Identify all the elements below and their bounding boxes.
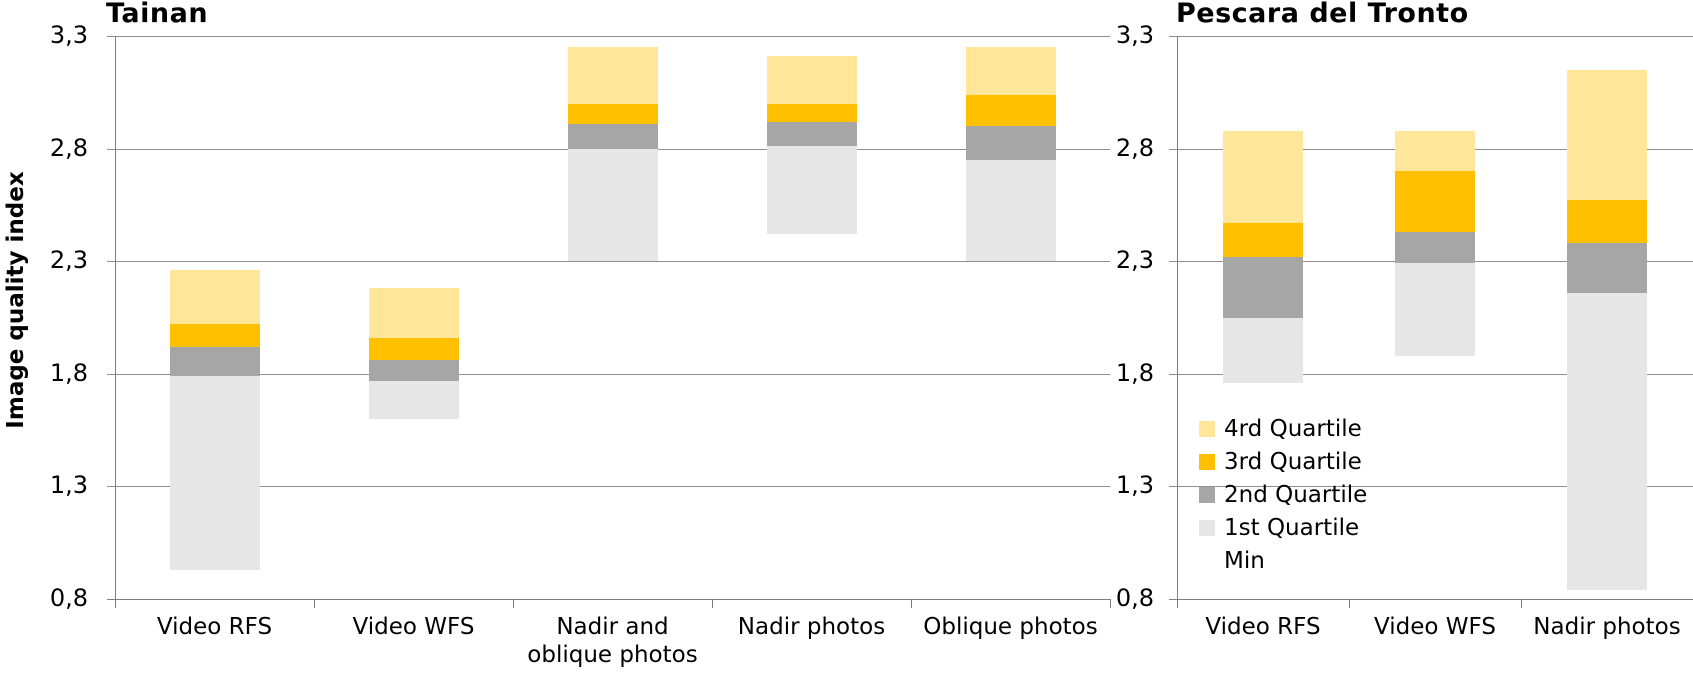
bar-segment-3rd-quartile bbox=[568, 104, 658, 124]
y-tick-label: 3,3 bbox=[49, 21, 88, 49]
bar-segment-2nd-quartile bbox=[966, 126, 1056, 160]
chart-title-pescara: Pescara del Tronto bbox=[1176, 0, 1469, 29]
bar-segment-1st-quartile bbox=[1395, 263, 1475, 356]
bar-segment-3rd-quartile bbox=[1567, 200, 1647, 243]
x-category-label: Oblique photos bbox=[923, 614, 1098, 640]
bar-segment-3rd-quartile bbox=[1223, 223, 1303, 257]
bar-segment-3rd-quartile bbox=[966, 95, 1056, 126]
x-axis-tick bbox=[1110, 599, 1111, 608]
bar-segment-1st-quartile bbox=[369, 381, 459, 419]
bar-segment-4rd-quartile bbox=[170, 270, 260, 324]
x-axis-tick bbox=[115, 599, 116, 608]
bar-segment-3rd-quartile bbox=[767, 104, 857, 122]
x-axis-tick bbox=[1521, 599, 1522, 608]
x-axis-line bbox=[107, 599, 1110, 600]
legend-swatch bbox=[1199, 553, 1215, 569]
bar-segment-1st-quartile bbox=[568, 149, 658, 261]
y-tick-label: 2,3 bbox=[49, 246, 88, 274]
legend-item: Min bbox=[1199, 544, 1367, 577]
gridline bbox=[1169, 486, 1693, 487]
bar-segment-2nd-quartile bbox=[369, 360, 459, 381]
x-category-label: Video RFS bbox=[1205, 614, 1321, 640]
legend-label: Min bbox=[1224, 547, 1265, 574]
x-category-label: Nadir and bbox=[556, 614, 669, 640]
bar-segment-4rd-quartile bbox=[568, 47, 658, 104]
bar-segment-4rd-quartile bbox=[1395, 131, 1475, 171]
x-axis-tick bbox=[314, 599, 315, 608]
legend: 4rd Quartile 3rd Quartile 2nd Quartile 1st … bbox=[1199, 412, 1367, 577]
bar-segment-4rd-quartile bbox=[1223, 131, 1303, 223]
chart-title-tainan: Tainan bbox=[106, 0, 209, 29]
y-axis-title: Image quality index bbox=[3, 171, 29, 429]
bar-segment-1st-quartile bbox=[767, 146, 857, 234]
x-axis-tick bbox=[1349, 599, 1350, 608]
y-tick-label: 1,8 bbox=[1115, 359, 1154, 387]
bar-segment-1st-quartile bbox=[1223, 318, 1303, 383]
bar-segment-4rd-quartile bbox=[369, 288, 459, 338]
gridline bbox=[1169, 36, 1693, 37]
bar-segment-4rd-quartile bbox=[1567, 70, 1647, 200]
legend-item: 4rd Quartile bbox=[1199, 412, 1367, 445]
bar-segment-4rd-quartile bbox=[767, 56, 857, 104]
x-category-label: Video RFS bbox=[156, 614, 273, 640]
y-tick-label: 2,8 bbox=[1115, 134, 1154, 162]
bar-segment-2nd-quartile bbox=[170, 347, 260, 376]
bar-segment-1st-quartile bbox=[170, 376, 260, 570]
gridline bbox=[107, 374, 1110, 375]
x-axis-tick bbox=[911, 599, 912, 608]
y-tick-label: 3,3 bbox=[1115, 21, 1154, 49]
gridline bbox=[107, 261, 1110, 262]
gridline bbox=[1169, 374, 1693, 375]
x-category-label: Nadir photos bbox=[737, 614, 886, 640]
legend-label: 4rd Quartile bbox=[1224, 415, 1362, 442]
bar-segment-3rd-quartile bbox=[369, 338, 459, 360]
legend-swatch bbox=[1199, 486, 1215, 503]
bar-segment-4rd-quartile bbox=[966, 47, 1056, 95]
x-axis-tick bbox=[1177, 599, 1178, 608]
bar-segment-2nd-quartile bbox=[1395, 232, 1475, 263]
x-category-label: Video WFS bbox=[352, 614, 475, 640]
bar-segment-1st-quartile bbox=[966, 160, 1056, 261]
legend-item: 1st Quartile bbox=[1199, 511, 1367, 544]
bar-segment-2nd-quartile bbox=[767, 122, 857, 146]
x-category-label: Video WFS bbox=[1374, 614, 1496, 640]
y-tick-label: 2,3 bbox=[1115, 246, 1154, 274]
y-tick-label: 0,8 bbox=[1115, 584, 1154, 612]
x-category-label: oblique photos bbox=[527, 642, 698, 668]
x-axis-line bbox=[1169, 599, 1693, 600]
legend-swatch bbox=[1199, 453, 1215, 470]
bar-segment-2nd-quartile bbox=[1567, 243, 1647, 293]
legend-swatch bbox=[1199, 420, 1215, 437]
x-category-label: Nadir photos bbox=[1533, 614, 1681, 640]
y-tick-label: 1,3 bbox=[49, 471, 88, 499]
legend-label: 2nd Quartile bbox=[1224, 481, 1368, 508]
legend-item: 2nd Quartile bbox=[1199, 478, 1367, 511]
gridline bbox=[107, 36, 1110, 37]
bar-segment-3rd-quartile bbox=[1395, 171, 1475, 232]
y-tick-label: 1,3 bbox=[1115, 471, 1154, 499]
gridline bbox=[107, 486, 1110, 487]
y-axis-line bbox=[115, 36, 116, 608]
bar-segment-2nd-quartile bbox=[1223, 257, 1303, 318]
legend-swatch bbox=[1199, 519, 1215, 536]
y-axis-line bbox=[1177, 36, 1178, 608]
y-tick-label: 2,8 bbox=[49, 134, 88, 162]
x-axis-tick bbox=[513, 599, 514, 608]
bar-segment-3rd-quartile bbox=[170, 324, 260, 347]
x-axis-tick bbox=[712, 599, 713, 608]
legend-label: 3rd Quartile bbox=[1224, 448, 1362, 475]
bar-segment-1st-quartile bbox=[1567, 293, 1647, 590]
bar-segment-2nd-quartile bbox=[568, 124, 658, 149]
y-tick-label: 0,8 bbox=[49, 584, 88, 612]
legend-item: 3rd Quartile bbox=[1199, 445, 1367, 478]
y-tick-label: 1,8 bbox=[49, 359, 88, 387]
legend-label: 1st Quartile bbox=[1224, 514, 1360, 541]
